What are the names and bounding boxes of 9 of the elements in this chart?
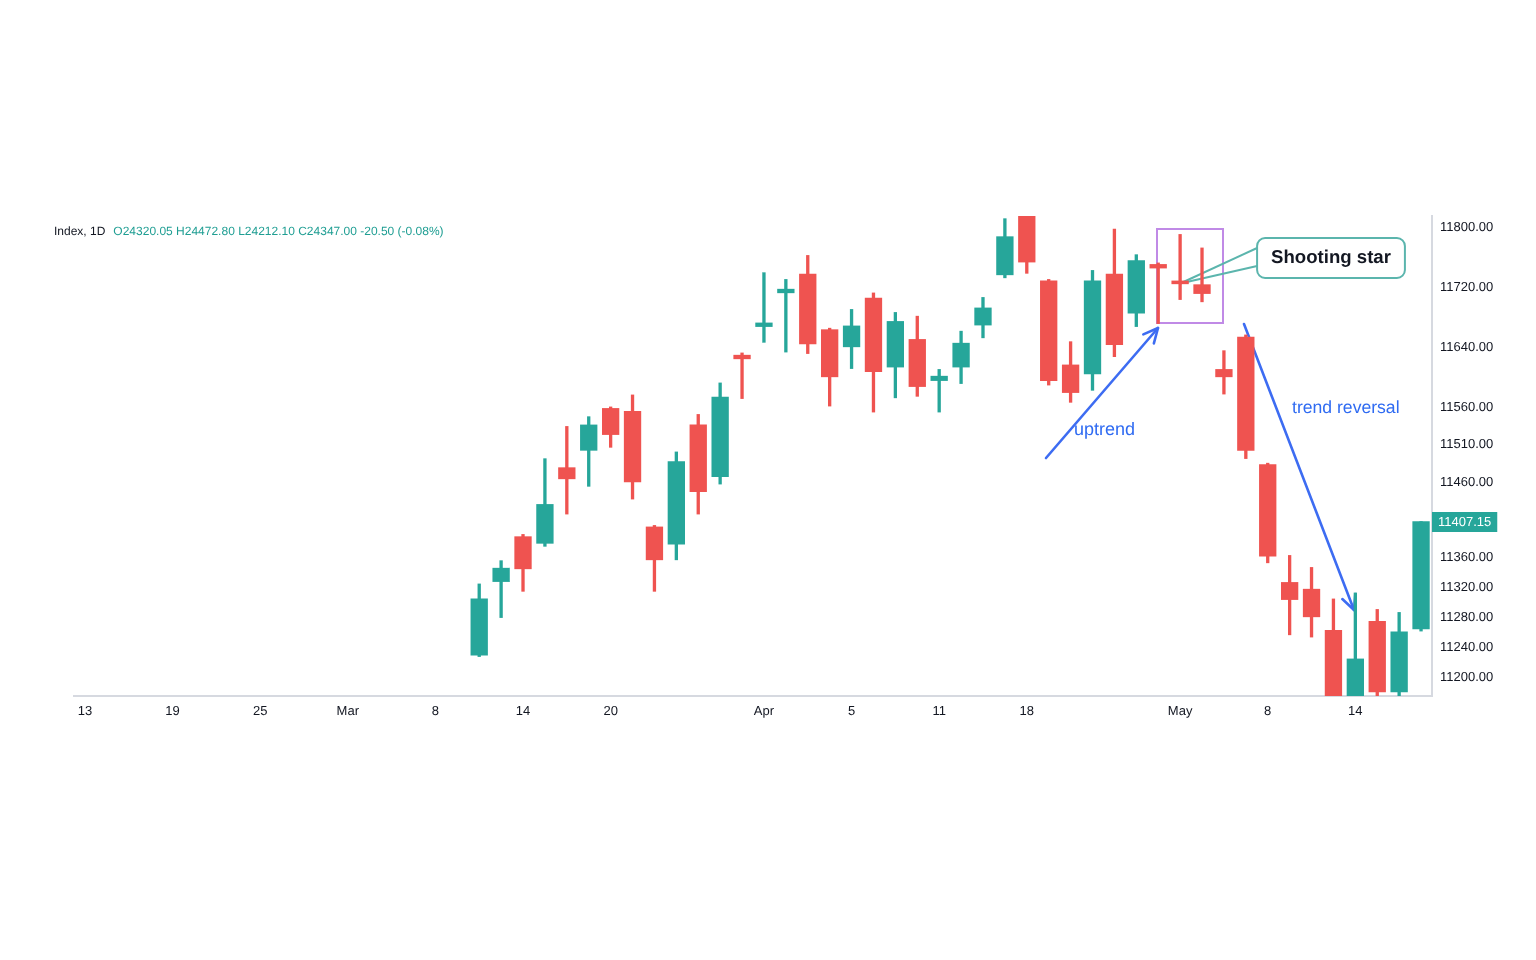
annotation: trend reversal — [1292, 396, 1400, 417]
annotation: Shooting star — [1271, 247, 1392, 268]
annotation: uptrend — [1074, 418, 1136, 439]
candlestick — [492, 560, 510, 618]
candlestick — [755, 272, 773, 343]
candlestick — [733, 352, 751, 399]
candlestick — [1193, 247, 1211, 303]
candlestick — [1215, 350, 1233, 395]
candlestick — [777, 279, 795, 353]
